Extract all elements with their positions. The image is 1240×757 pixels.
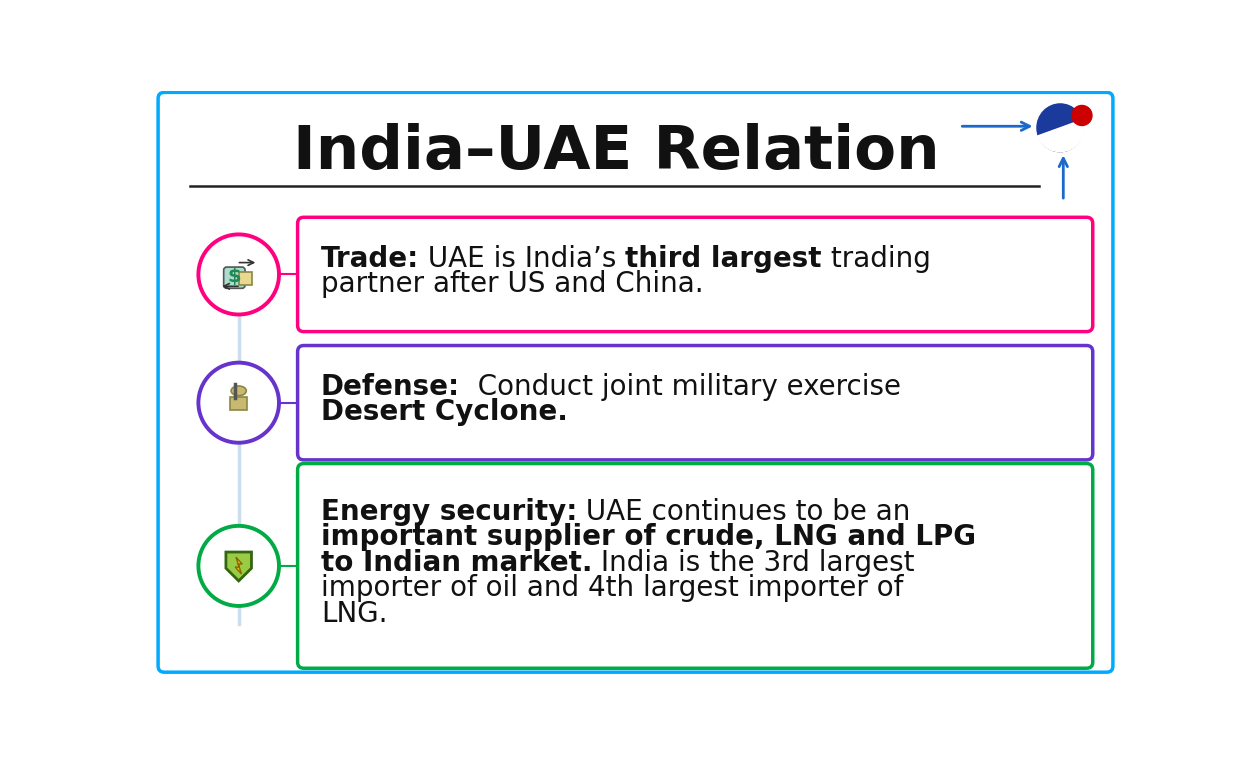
Ellipse shape [1037, 104, 1084, 151]
FancyBboxPatch shape [231, 397, 247, 410]
FancyBboxPatch shape [223, 267, 246, 288]
Text: $: $ [228, 267, 242, 286]
Ellipse shape [231, 386, 247, 396]
FancyBboxPatch shape [239, 272, 253, 285]
Polygon shape [226, 552, 252, 581]
Text: Conduct joint military exercise: Conduct joint military exercise [460, 373, 901, 401]
Ellipse shape [198, 363, 279, 443]
Text: India is the 3rd largest: India is the 3rd largest [593, 549, 915, 577]
FancyBboxPatch shape [159, 92, 1114, 672]
FancyBboxPatch shape [298, 463, 1092, 668]
Text: Trade:: Trade: [321, 245, 419, 273]
Text: third largest: third largest [625, 245, 822, 273]
FancyBboxPatch shape [298, 345, 1092, 459]
Text: trading: trading [822, 245, 931, 273]
Text: partner after US and China.: partner after US and China. [321, 270, 703, 298]
Text: India–UAE Relation: India–UAE Relation [293, 123, 940, 182]
FancyBboxPatch shape [298, 217, 1092, 332]
Text: Energy security:: Energy security: [321, 498, 578, 526]
Ellipse shape [198, 526, 279, 606]
Wedge shape [1038, 120, 1084, 151]
Text: Defense:: Defense: [321, 373, 460, 401]
Text: UAE continues to be an: UAE continues to be an [578, 498, 910, 526]
Text: important supplier of crude, LNG and LPG: important supplier of crude, LNG and LPG [321, 523, 976, 551]
Circle shape [1071, 105, 1092, 126]
Text: to Indian market.: to Indian market. [321, 549, 593, 577]
Text: LNG.: LNG. [321, 600, 387, 628]
Text: Desert Cyclone.: Desert Cyclone. [321, 398, 568, 426]
Text: importer of oil and 4th largest importer of: importer of oil and 4th largest importer… [321, 575, 903, 603]
Text: UAE is India’s: UAE is India’s [419, 245, 625, 273]
Polygon shape [236, 557, 242, 574]
Ellipse shape [198, 235, 279, 314]
